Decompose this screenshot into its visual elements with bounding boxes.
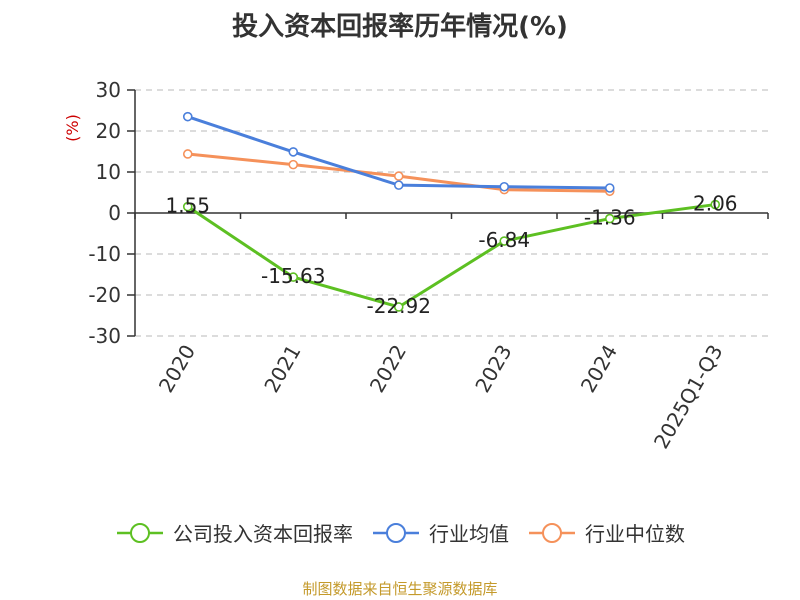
- data-point: [393, 302, 404, 312]
- legend-swatch: [117, 522, 163, 543]
- series-lines: [182, 111, 721, 312]
- data-point: [182, 111, 193, 122]
- data-point: [288, 159, 299, 170]
- y-axis-unit-label: (%): [63, 114, 82, 142]
- y-tick-label: 20: [96, 119, 121, 143]
- source-note: 制图数据来自恒生聚源数据库: [302, 580, 498, 598]
- data-label: -22.92: [367, 294, 431, 318]
- legend-marker: [130, 522, 150, 543]
- x-tick-label: 2025Q1-Q3: [649, 341, 728, 453]
- y-tick-label: -20: [88, 283, 121, 307]
- data-point: [499, 181, 510, 192]
- series-line: [186, 203, 716, 309]
- data-label: 2.06: [693, 192, 738, 216]
- series-0: [182, 199, 721, 312]
- x-tick-label: 2023: [470, 341, 516, 397]
- legend: 公司投入资本回报率 行业均值 行业中位数: [0, 518, 800, 550]
- data-label: -1.36: [584, 206, 636, 230]
- data-point: [499, 236, 510, 246]
- data-point: [604, 213, 615, 224]
- data-point: [182, 149, 193, 159]
- data-point: [710, 199, 721, 210]
- x-tick-label: 2024: [576, 341, 622, 397]
- legend-swatch: [529, 522, 575, 543]
- legend-swatch: [373, 522, 419, 543]
- y-tick-label: -10: [88, 242, 121, 266]
- data-label: -6.84: [478, 228, 530, 252]
- y-tick-label: -30: [88, 324, 121, 348]
- y-tick-label: 10: [96, 160, 121, 184]
- x-tick-label: 2021: [259, 341, 305, 397]
- x-tick-label: 2022: [365, 341, 411, 397]
- y-tick-label: 0: [108, 201, 121, 225]
- legend-label: 行业均值: [429, 522, 509, 546]
- chart-title: 投入资本回报率历年情况(%): [232, 12, 568, 42]
- data-point: [288, 147, 299, 157]
- series-2: [182, 149, 615, 197]
- data-point: [288, 272, 299, 282]
- y-tick-label: 30: [96, 78, 121, 102]
- legend-label: 公司投入资本回报率: [173, 522, 353, 546]
- legend-label: 行业中位数: [585, 522, 685, 546]
- axes: 30 20 10 0 -10 -20 -30 (%) 2020 2021 2022 2023 2024 2…: [63, 78, 769, 453]
- legend-item[interactable]: 行业均值: [371, 518, 509, 547]
- legend-item[interactable]: 公司投入资本回报率: [115, 518, 353, 547]
- legend-marker: [386, 522, 406, 543]
- series-1: [182, 111, 615, 193]
- data-point: [182, 201, 193, 212]
- data-label: -15.63: [261, 264, 325, 288]
- data-label: 1.55: [165, 194, 210, 218]
- data-point: [604, 183, 615, 193]
- legend-marker: [542, 522, 562, 543]
- data-point: [393, 171, 404, 181]
- data-labels: 1.55 -15.63 -22.92 -6.84 -1.36 2.06: [165, 192, 737, 318]
- data-point: [393, 180, 404, 190]
- legend-item[interactable]: 行业中位数: [527, 518, 685, 547]
- x-tick-label: 2020: [154, 341, 200, 397]
